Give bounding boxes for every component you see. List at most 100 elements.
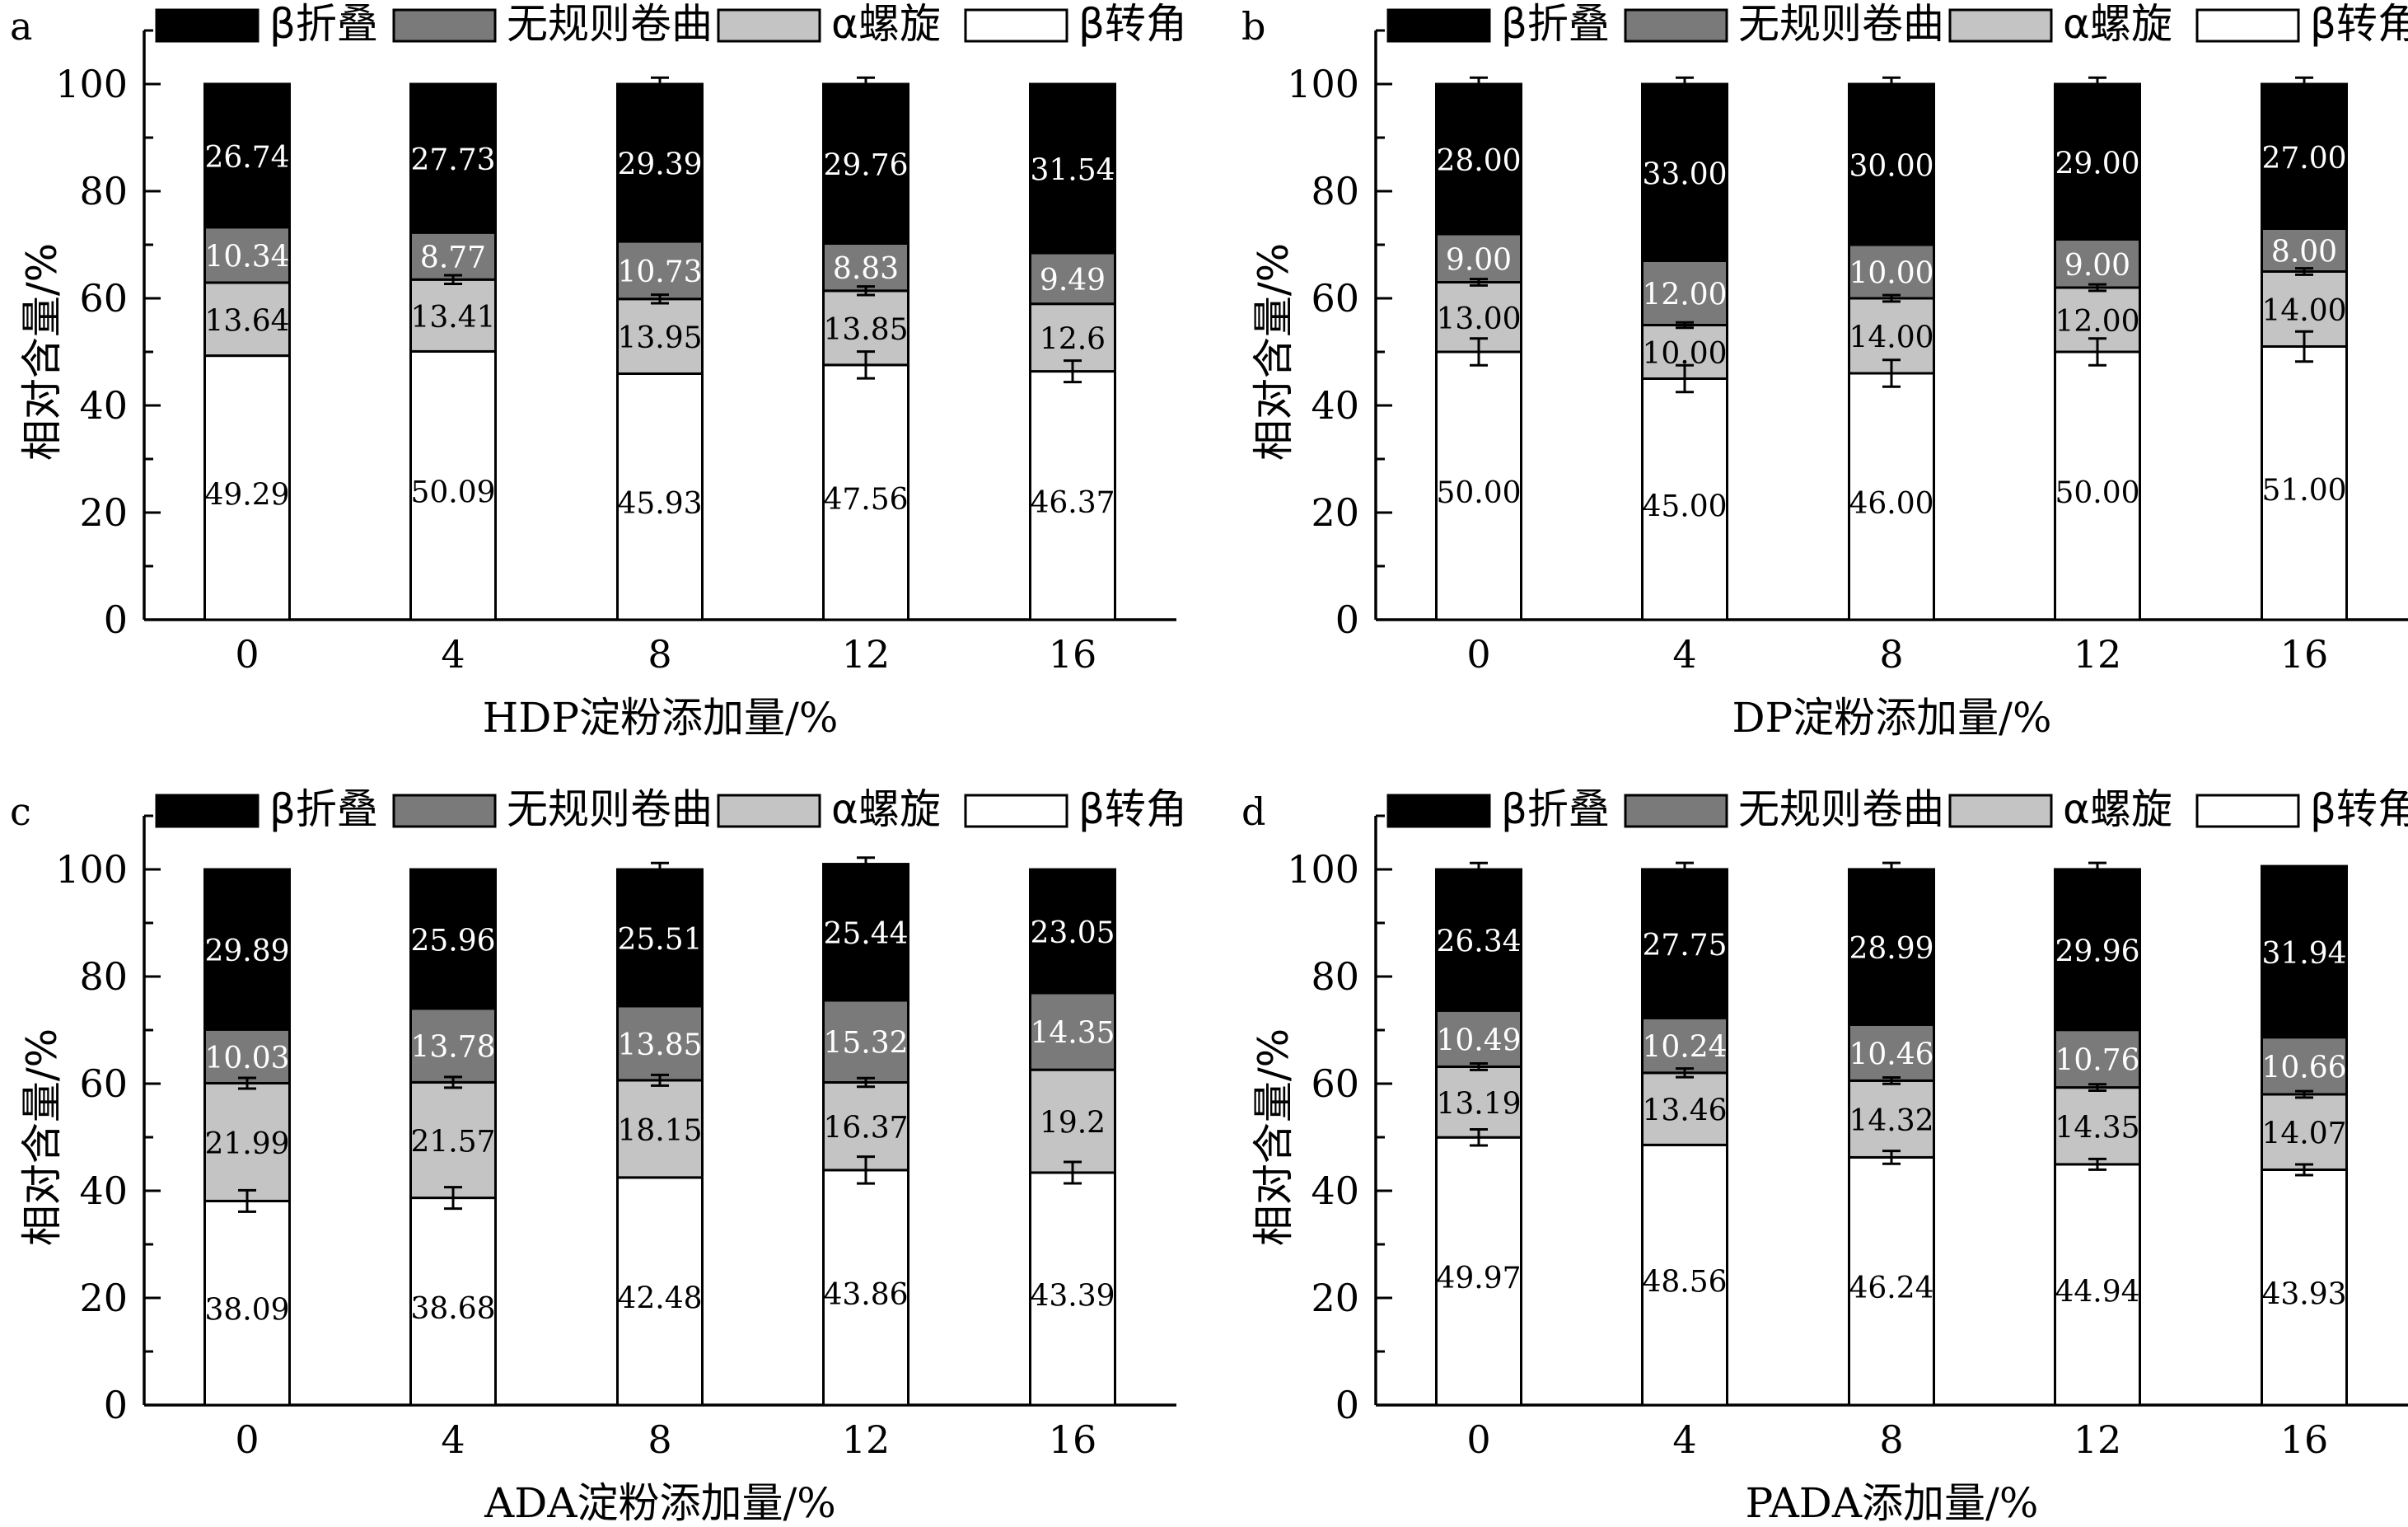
bar-segment-beta-turn bbox=[1848, 1155, 1935, 1407]
x-tick-label: 4 bbox=[1672, 1417, 1696, 1462]
legend-swatch-beta-turn bbox=[964, 8, 1068, 43]
bar-segment-beta-turn bbox=[2054, 1163, 2141, 1407]
y-tick-label: 100 bbox=[1287, 62, 1359, 106]
legend-label-beta-turn: β转角 bbox=[1078, 785, 1187, 833]
data-label-beta-sheet: 29.89 bbox=[204, 934, 289, 968]
bar-segment-beta-turn bbox=[1641, 377, 1728, 621]
x-axis-label: PADA添加量/% bbox=[1746, 1479, 2039, 1527]
y-tick-label: 100 bbox=[55, 62, 128, 106]
chart-panel-b: b β折叠 无规则卷曲 α螺旋 β转角020406080100相对含量/%DP淀粉添加量… bbox=[1241, 0, 2408, 742]
bar-segment-beta-turn bbox=[822, 363, 909, 621]
y-tick-label: 0 bbox=[1335, 1383, 1359, 1427]
bar-segment-beta-turn bbox=[203, 354, 291, 621]
x-tick-label: 12 bbox=[842, 1417, 891, 1462]
legend-label-alpha-helix: α螺旋 bbox=[2063, 0, 2172, 48]
x-tick-label: 0 bbox=[1466, 1417, 1490, 1462]
data-label-beta-turn: 49.29 bbox=[204, 478, 289, 512]
y-tick-label: 60 bbox=[79, 1061, 128, 1106]
legend-swatch-beta-sheet bbox=[155, 8, 260, 43]
data-label-beta-turn: 51.00 bbox=[2261, 474, 2346, 508]
data-label-random-coil: 10.24 bbox=[1642, 1031, 1727, 1065]
data-label-random-coil: 9.00 bbox=[1446, 243, 1512, 277]
legend-swatch-random-coil bbox=[392, 794, 497, 828]
x-tick-label: 16 bbox=[1049, 632, 1097, 677]
data-label-beta-sheet: 29.39 bbox=[617, 148, 702, 182]
legend-label-beta-sheet: β折叠 bbox=[1501, 0, 1610, 48]
bar-segment-beta-sheet bbox=[409, 868, 497, 1010]
bar-segment-beta-sheet bbox=[1848, 868, 1935, 1026]
data-label-random-coil: 10.34 bbox=[204, 240, 289, 274]
bar-segment-random-coil bbox=[2261, 1036, 2348, 1096]
x-tick-label: 0 bbox=[235, 632, 259, 677]
data-label-beta-sheet: 29.00 bbox=[2055, 147, 2139, 180]
y-axis-label: 相对含量/% bbox=[18, 243, 66, 461]
bar-segment-random-coil bbox=[203, 226, 291, 284]
data-label-beta-sheet: 29.76 bbox=[823, 149, 908, 183]
data-label-beta-sheet: 25.44 bbox=[823, 917, 908, 951]
data-label-random-coil: 8.00 bbox=[2271, 236, 2337, 269]
legend-swatch-random-coil bbox=[1624, 794, 1728, 828]
data-label-alpha-helix: 13.95 bbox=[617, 321, 702, 355]
data-label-random-coil: 13.85 bbox=[617, 1028, 702, 1062]
data-label-beta-turn: 50.00 bbox=[2055, 476, 2139, 510]
chart-panel-a: a β折叠 无规则卷曲 α螺旋 β转角020406080100相对含量/%HDP淀粉添加… bbox=[10, 0, 1187, 742]
x-tick-label: 4 bbox=[441, 632, 465, 677]
x-tick-label: 8 bbox=[648, 632, 671, 677]
y-tick-label: 40 bbox=[1311, 1169, 1359, 1213]
legend-swatch-beta-sheet bbox=[155, 794, 260, 828]
data-label-beta-sheet: 28.00 bbox=[1436, 144, 1521, 178]
data-label-beta-turn: 47.56 bbox=[823, 483, 908, 517]
panel-label: d bbox=[1241, 789, 1265, 834]
data-label-beta-turn: 38.68 bbox=[410, 1292, 495, 1326]
data-label-random-coil: 14.35 bbox=[1030, 1017, 1115, 1051]
data-label-beta-sheet: 23.05 bbox=[1030, 916, 1115, 950]
y-tick-label: 80 bbox=[79, 169, 128, 213]
bar-segment-beta-sheet bbox=[2054, 82, 2141, 241]
x-axis-label: ADA淀粉添加量/% bbox=[484, 1479, 836, 1527]
bar-segment-beta-sheet bbox=[1029, 82, 1116, 255]
bar-segment-beta-turn bbox=[203, 1199, 291, 1407]
x-tick-label: 16 bbox=[1049, 1417, 1097, 1462]
x-tick-label: 0 bbox=[1466, 632, 1490, 677]
data-label-random-coil: 10.00 bbox=[1849, 257, 1933, 291]
x-tick-label: 4 bbox=[1672, 632, 1696, 677]
bar-segment-beta-turn bbox=[2054, 350, 2141, 621]
data-label-beta-turn: 42.48 bbox=[617, 1281, 702, 1315]
legend-label-beta-sheet: β折叠 bbox=[269, 785, 378, 833]
bar-segment-alpha-helix bbox=[1029, 1068, 1116, 1174]
data-label-random-coil: 10.66 bbox=[2261, 1051, 2346, 1084]
bar-segment-beta-turn bbox=[1848, 372, 1935, 621]
data-label-random-coil: 9.00 bbox=[2064, 249, 2130, 283]
chart-panel-d: d β折叠 无规则卷曲 α螺旋 β转角020406080100相对含量/%PADA添加量… bbox=[1241, 785, 2408, 1527]
data-label-beta-sheet: 31.94 bbox=[2261, 937, 2346, 971]
data-label-random-coil: 10.49 bbox=[1436, 1023, 1521, 1057]
data-label-alpha-helix: 13.46 bbox=[1642, 1094, 1727, 1128]
bar-segment-random-coil bbox=[616, 1005, 704, 1082]
bar-segment-beta-sheet bbox=[1641, 868, 1728, 1019]
bar-segment-beta-turn bbox=[1435, 350, 1522, 621]
data-label-beta-sheet: 26.74 bbox=[204, 141, 289, 175]
data-label-beta-turn: 45.00 bbox=[1642, 489, 1727, 523]
legend-label-alpha-helix: α螺旋 bbox=[2063, 785, 2172, 833]
legend-label-alpha-helix: α螺旋 bbox=[831, 0, 941, 48]
legend-swatch-alpha-helix bbox=[1948, 8, 2053, 43]
y-tick-label: 60 bbox=[79, 276, 128, 321]
legend-swatch-beta-turn bbox=[2195, 8, 2300, 43]
bar-segment-beta-sheet bbox=[1641, 82, 1728, 262]
data-label-beta-turn: 48.56 bbox=[1642, 1266, 1727, 1300]
bar-segment-alpha-helix bbox=[409, 278, 497, 353]
data-label-random-coil: 10.03 bbox=[204, 1042, 289, 1075]
data-label-alpha-helix: 13.19 bbox=[1436, 1087, 1521, 1121]
legend-label-random-coil: 无规则卷曲 bbox=[507, 0, 713, 48]
y-tick-label: 40 bbox=[1311, 383, 1359, 428]
bar-segment-random-coil bbox=[1435, 1009, 1522, 1068]
data-label-alpha-helix: 18.15 bbox=[617, 1114, 702, 1148]
bar-segment-random-coil bbox=[409, 1007, 497, 1084]
bar-segment-random-coil bbox=[409, 231, 497, 281]
panel-label: b bbox=[1241, 4, 1265, 49]
legend-label-beta-sheet: β折叠 bbox=[1501, 785, 1610, 833]
data-label-random-coil: 9.49 bbox=[1040, 264, 1106, 297]
data-label-beta-sheet: 33.00 bbox=[1642, 157, 1727, 191]
y-tick-label: 40 bbox=[79, 383, 128, 428]
panel-label: a bbox=[10, 4, 32, 49]
